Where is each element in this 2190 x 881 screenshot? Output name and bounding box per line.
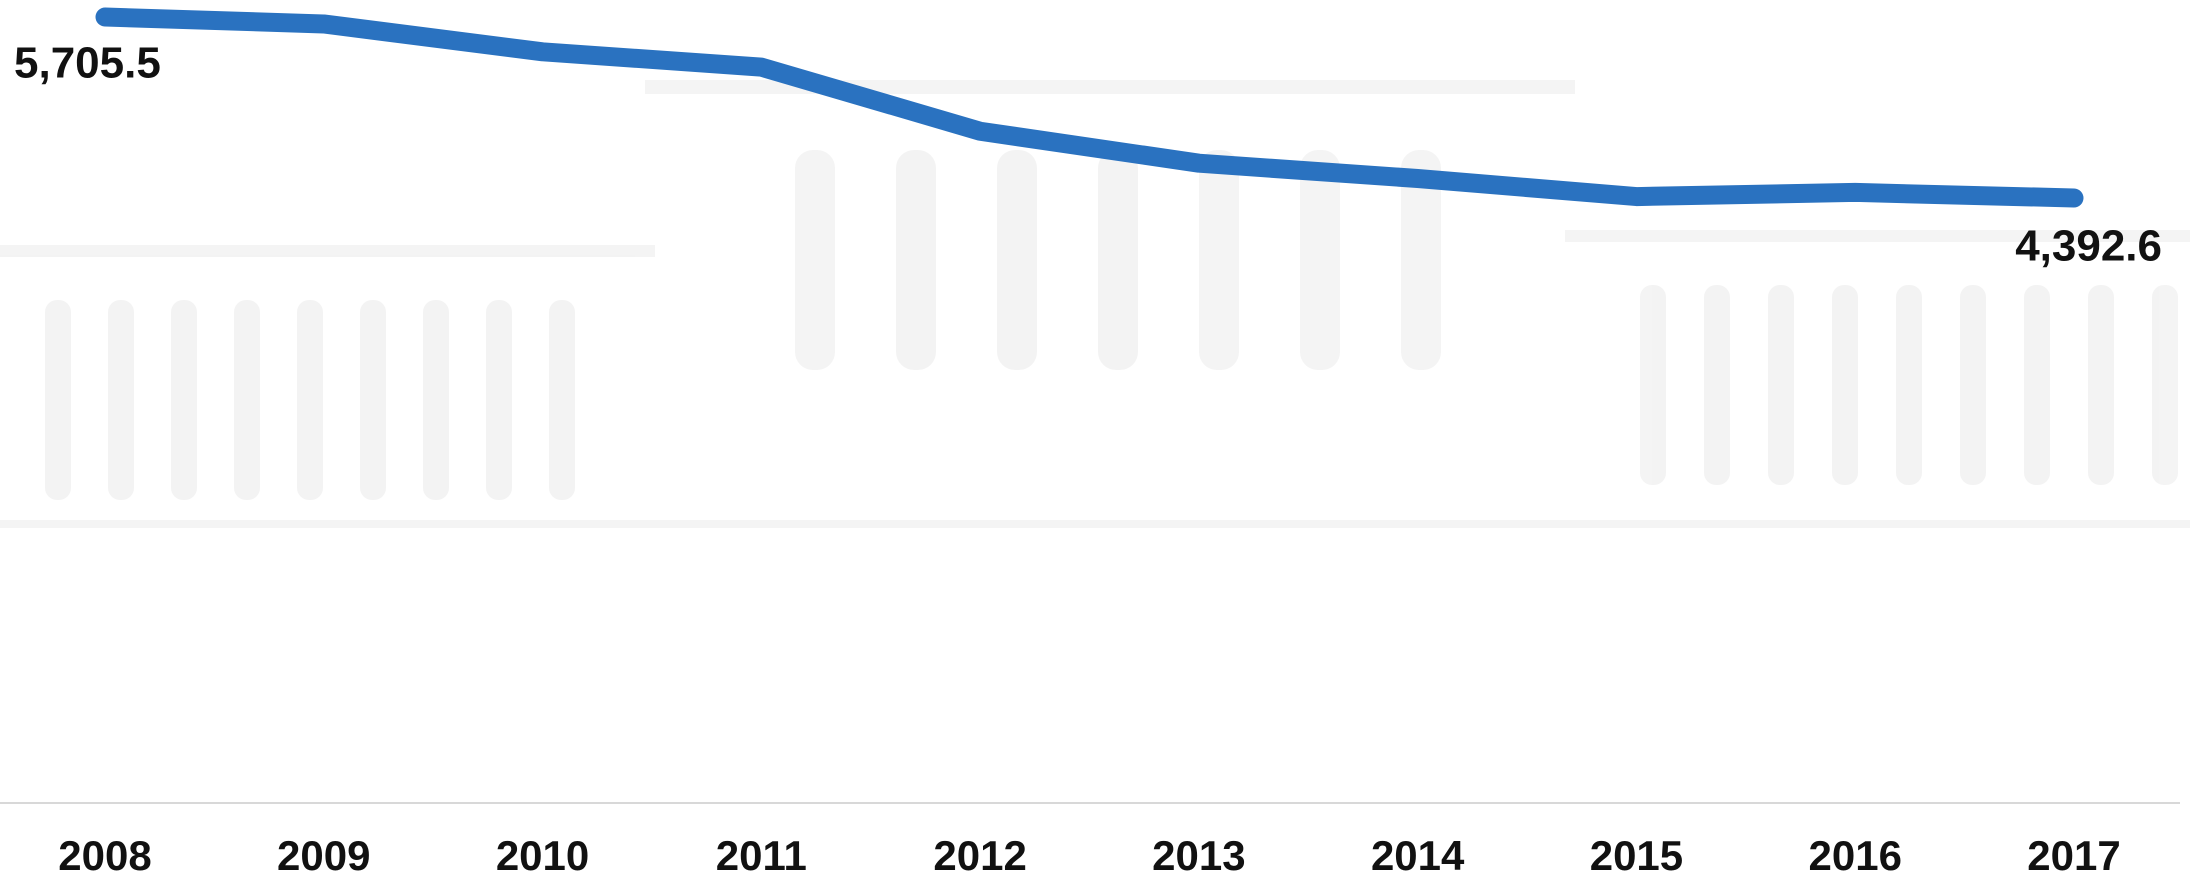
x-tick-label: 2012 [933,832,1026,879]
bg-column [1832,285,1858,485]
x-tick-label: 2011 [716,832,807,879]
bg-column [45,300,71,500]
x-tick-label: 2010 [496,832,589,879]
bg-column [2152,285,2178,485]
bg-column [486,300,512,500]
value-label: 5,705.5 [14,39,161,88]
x-tick-label: 2013 [1152,832,1245,879]
x-tick-label: 2017 [2027,832,2120,879]
bg-column [1300,150,1340,370]
bg-column [1199,150,1239,370]
x-tick-label: 2014 [1371,832,1465,879]
bg-column [795,150,835,370]
bg-column [108,300,134,500]
bg-column [2088,285,2114,485]
bg-column [1640,285,1666,485]
x-tick-label: 2009 [277,832,370,879]
bg-column [1704,285,1730,485]
x-tick-label: 2008 [58,832,151,879]
x-tick-label: 2015 [1590,832,1683,879]
bg-column [297,300,323,500]
bg-column [2024,285,2050,485]
bg-column [1098,150,1138,370]
bg-column [1960,285,1986,485]
bg-column [896,150,936,370]
bg-column [1768,285,1794,485]
bg-column [234,300,260,500]
bg-column [1896,285,1922,485]
data-line [95,7,2084,208]
bg-column [171,300,197,500]
bg-column [1401,150,1441,370]
bg-column [423,300,449,500]
x-tick-label: 2016 [1809,832,1902,879]
bg-column [360,300,386,500]
bg-column [997,150,1037,370]
background-building [0,80,2190,528]
value-label: 4,392.6 [2015,222,2162,271]
bg-column [549,300,575,500]
